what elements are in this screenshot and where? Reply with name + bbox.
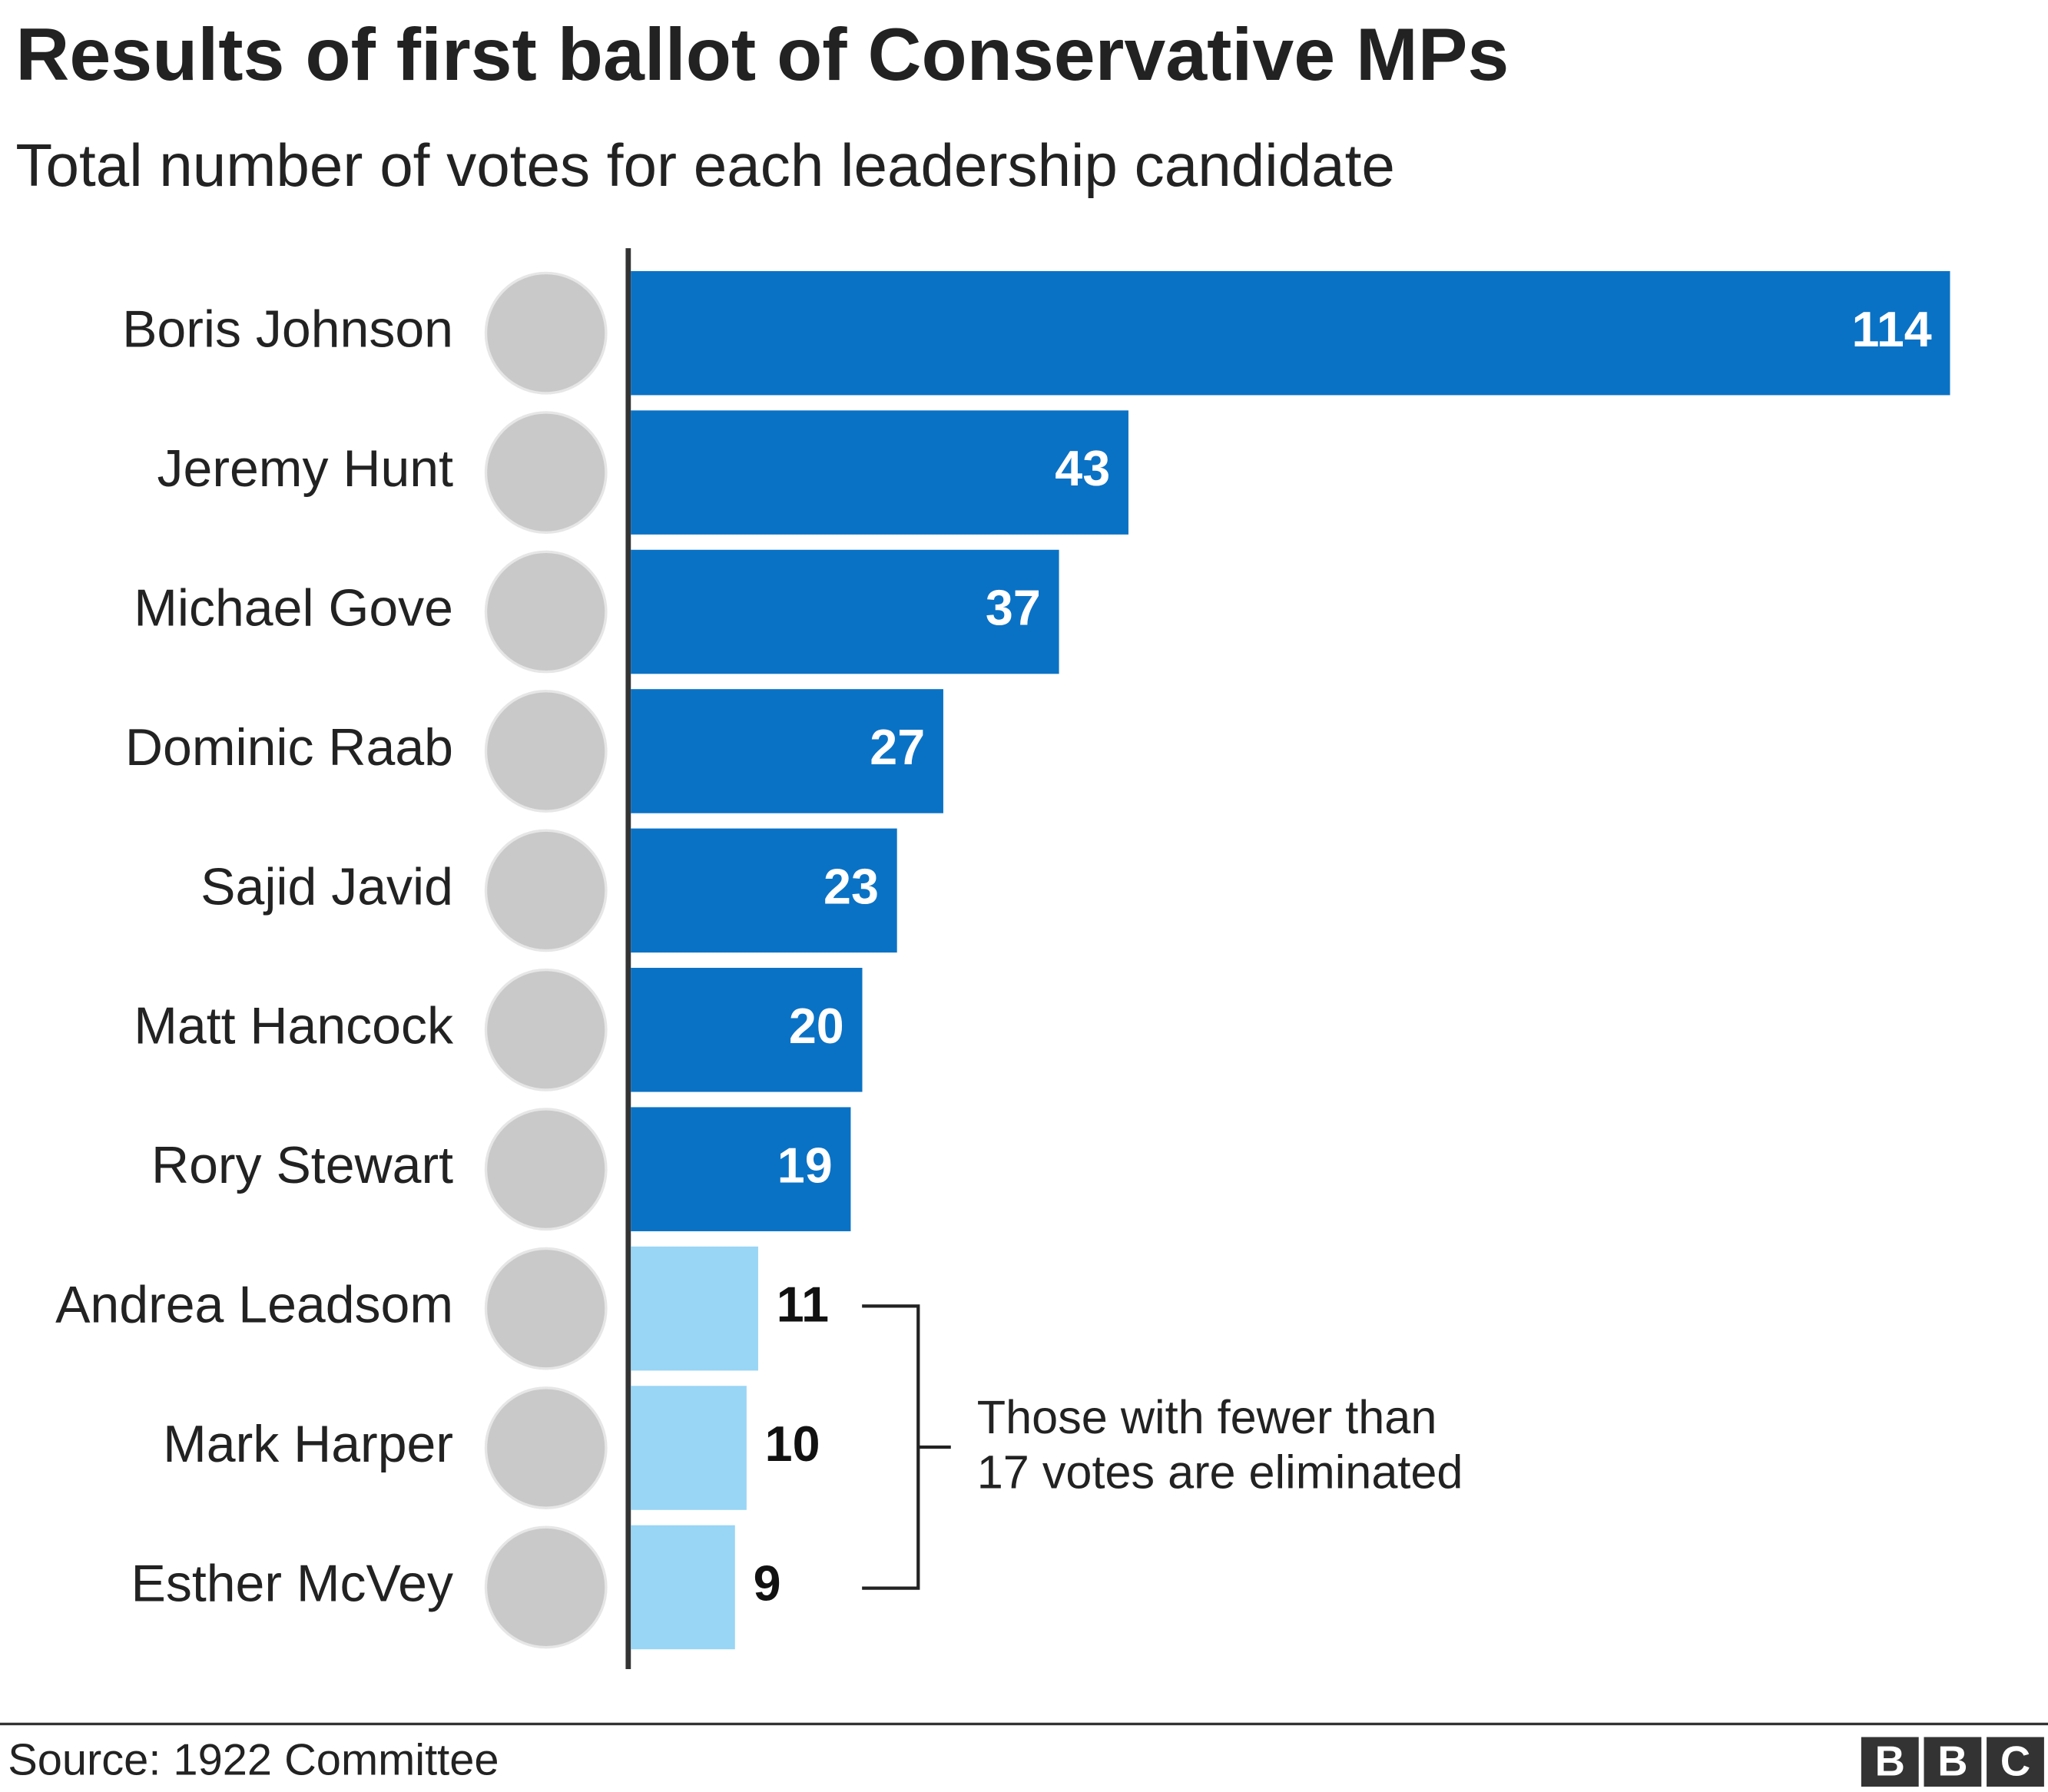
value-label: 9 — [754, 1556, 781, 1611]
bar — [631, 1107, 851, 1231]
value-label: 20 — [789, 999, 844, 1054]
portrait — [484, 1386, 608, 1509]
category-label: Mark Harper — [163, 1415, 453, 1473]
bar — [631, 1246, 758, 1371]
bar — [631, 828, 897, 953]
logo-letter: B — [1937, 1738, 1967, 1785]
source: Source: 1922 Committee — [8, 1736, 499, 1785]
annotation: 17 votes are eliminated — [977, 1446, 1463, 1499]
logo-box — [1987, 1737, 2044, 1787]
bar — [631, 689, 943, 813]
logo-box — [1924, 1737, 1982, 1787]
value-label: 19 — [777, 1138, 833, 1193]
category-label: Dominic Raab — [125, 718, 453, 777]
value-label: 27 — [870, 720, 925, 775]
category-label: Michael Gove — [134, 578, 453, 637]
portrait — [484, 1247, 608, 1370]
portrait — [484, 1108, 608, 1231]
bar — [631, 549, 1059, 674]
bar — [631, 270, 1950, 396]
portrait — [484, 271, 608, 395]
annotation: Those with fewer than — [977, 1391, 1437, 1443]
chart-title: Results of first ballot of Conservative … — [15, 12, 1509, 96]
portrait — [484, 690, 608, 813]
chart-subtitle: Total number of votes for each leadershi… — [15, 131, 1394, 199]
bar — [631, 1525, 735, 1650]
category-label: Rory Stewart — [151, 1136, 453, 1194]
value-label: 11 — [777, 1277, 829, 1333]
category-label: Andrea Leadsom — [55, 1276, 453, 1334]
bracket — [862, 1304, 951, 1590]
portrait — [484, 550, 608, 674]
portrait — [484, 411, 608, 535]
bar — [631, 1386, 747, 1510]
value-label: 23 — [824, 859, 879, 914]
portrait — [484, 968, 608, 1091]
portrait — [484, 1525, 608, 1649]
category-label: Boris Johnson — [122, 300, 453, 359]
category-label: Esther McVey — [131, 1554, 453, 1612]
bar — [631, 968, 863, 1092]
value-label: 10 — [765, 1416, 820, 1472]
logo-letter: C — [2000, 1738, 2030, 1785]
category-label: Matt Hancock — [134, 997, 454, 1055]
value-label: 37 — [986, 581, 1041, 636]
category-label: Sajid Javid — [200, 857, 453, 916]
logo-box — [1861, 1737, 1919, 1787]
value-label: 114 — [1851, 302, 1931, 357]
value-label: 43 — [1055, 441, 1110, 496]
logo-letter: B — [1875, 1738, 1905, 1785]
portrait — [484, 829, 608, 952]
bar — [631, 410, 1128, 535]
category-label: Jeremy Hunt — [157, 439, 454, 498]
